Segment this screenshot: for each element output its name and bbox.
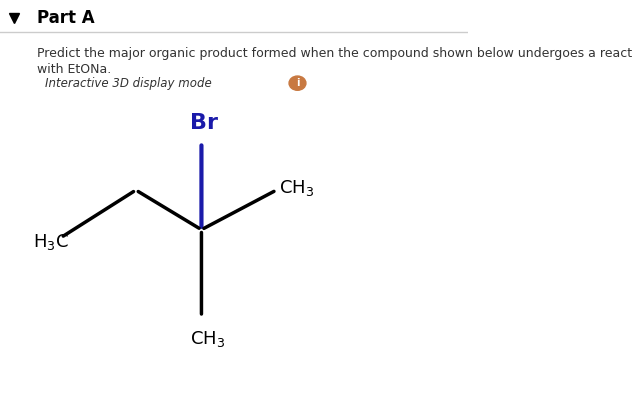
Circle shape	[289, 76, 306, 90]
Text: Predict the major organic product formed when the compound shown below undergoes: Predict the major organic product formed…	[37, 47, 632, 60]
Text: i: i	[296, 78, 299, 88]
Text: CH$_3$: CH$_3$	[190, 329, 225, 349]
Text: H$_3$C: H$_3$C	[33, 232, 69, 251]
Text: CH$_3$: CH$_3$	[279, 178, 314, 198]
Text: Part A: Part A	[37, 9, 95, 27]
Text: Interactive 3D display mode: Interactive 3D display mode	[44, 77, 211, 89]
Text: with EtONa.: with EtONa.	[37, 63, 112, 76]
Text: Br: Br	[190, 112, 218, 133]
